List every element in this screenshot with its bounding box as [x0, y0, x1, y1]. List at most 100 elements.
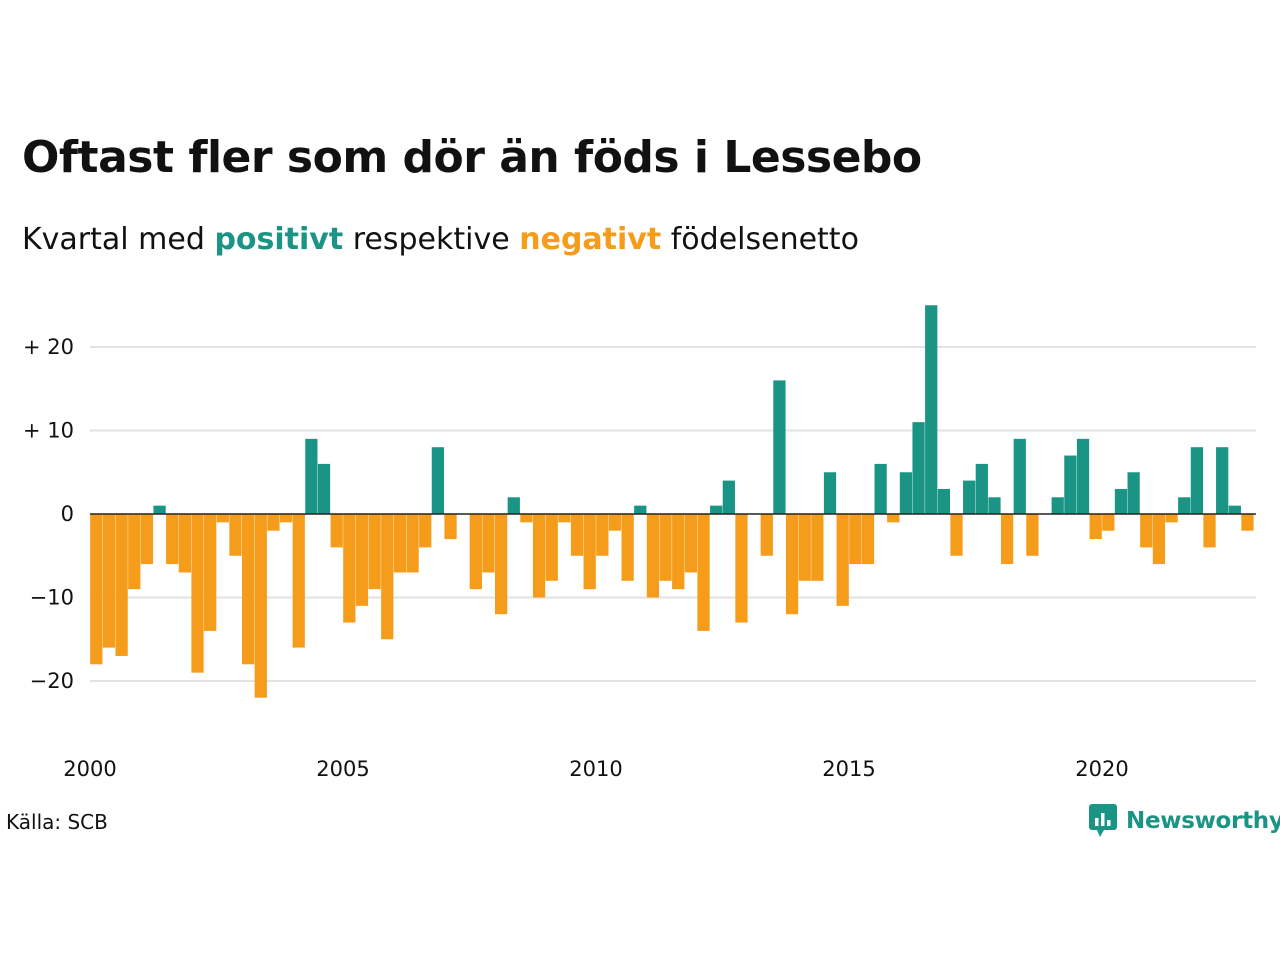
bar-negative	[444, 514, 457, 540]
subtitle-middle: respektive	[352, 222, 510, 257]
bar-negative	[608, 514, 622, 531]
bar-positive	[1076, 438, 1090, 514]
bar-positive	[1114, 488, 1128, 514]
bar-positive	[988, 497, 1001, 514]
bar-negative	[368, 514, 381, 590]
bar-negative	[393, 514, 407, 573]
bar-positive	[899, 472, 913, 514]
bar-negative	[355, 514, 369, 606]
bar-negative	[406, 514, 419, 573]
bar-negative	[1203, 514, 1216, 548]
chart-subtitle: Kvartal med positivt respektive negativt…	[22, 222, 859, 257]
x-tick-label: 2015	[822, 757, 875, 781]
bar-negative	[520, 514, 533, 523]
bar-positive	[1216, 447, 1229, 514]
bar-negative	[1102, 514, 1115, 531]
subtitle-prefix: Kvartal med	[22, 222, 205, 257]
bar-negative	[469, 514, 482, 590]
bar-positive	[1228, 505, 1241, 514]
bar-negative	[570, 514, 584, 556]
bar-negative	[267, 514, 280, 531]
bar-positive	[1051, 497, 1064, 514]
bar-negative	[672, 514, 685, 590]
brand-name: Newsworthy	[1126, 808, 1280, 834]
y-tick-label: + 20	[23, 335, 74, 359]
bar-positive	[1127, 472, 1140, 514]
y-tick-label: 0	[61, 502, 74, 526]
bar-negative	[229, 514, 242, 556]
bar-negative	[697, 514, 710, 631]
bar-positive	[1178, 497, 1191, 514]
bar-negative	[178, 514, 191, 573]
bar-negative	[482, 514, 495, 573]
bar-positive	[431, 447, 444, 514]
bar-negative	[242, 514, 255, 665]
bar-positive	[912, 422, 925, 514]
bar-positive	[1190, 447, 1203, 514]
bar-negative	[1026, 514, 1039, 556]
bar-negative	[1140, 514, 1153, 548]
bar-negative	[279, 514, 293, 523]
bar-negative	[646, 514, 660, 598]
bar-positive	[823, 472, 837, 514]
bar-negative	[1089, 514, 1102, 540]
bar-positive	[634, 505, 647, 514]
bar-negative	[760, 514, 773, 556]
bar-positive	[1013, 438, 1026, 514]
bar-negative	[343, 514, 356, 623]
bar-negative	[128, 514, 141, 590]
bar-negative	[1152, 514, 1166, 565]
bar-negative	[102, 514, 116, 648]
bar-positive	[963, 480, 976, 514]
bar-negative	[216, 514, 229, 523]
bar-negative	[811, 514, 824, 581]
bar-negative	[191, 514, 204, 673]
bar-negative	[596, 514, 609, 556]
bar-negative	[1241, 514, 1254, 531]
x-tick-label: 2005	[316, 757, 369, 781]
bar-negative	[950, 514, 963, 556]
subtitle-suffix: födelsenetto	[670, 222, 859, 257]
bar-negative	[558, 514, 571, 523]
bar-positive	[317, 463, 331, 514]
bar-negative	[166, 514, 179, 565]
bar-positive	[937, 488, 950, 514]
bar-negative	[292, 514, 305, 648]
bar-negative	[684, 514, 697, 573]
bar-positive	[710, 505, 723, 514]
bar-negative	[735, 514, 748, 623]
bar-positive	[975, 463, 988, 514]
bar-negative	[887, 514, 900, 523]
bar-positive	[507, 497, 520, 514]
bar-negative	[1165, 514, 1178, 523]
bar-chart: + 20 + 10 0 −10 −20 2000 2005 2010 2015 2020	[23, 305, 1256, 781]
bar-negative	[836, 514, 849, 606]
bar-positive	[153, 505, 166, 514]
bar-negative	[330, 514, 343, 548]
bar-positive	[1064, 455, 1077, 514]
bar-positive	[925, 305, 938, 514]
bar-negative	[849, 514, 862, 565]
y-tick-label: −20	[30, 669, 74, 693]
brand-logo: Newsworthy	[1088, 803, 1280, 839]
bar-negative	[254, 514, 267, 698]
chart-title: Oftast fler som dör än föds i Lessebo	[22, 132, 922, 183]
bar-negative	[1001, 514, 1014, 565]
bar-negative	[861, 514, 875, 565]
bar-positive	[874, 463, 887, 514]
bar-negative	[621, 514, 634, 581]
x-tick-label: 2000	[63, 757, 116, 781]
bar-negative	[798, 514, 811, 581]
bar-positive	[305, 438, 318, 514]
source-note: Källa: SCB	[6, 810, 108, 834]
bar-positive	[722, 480, 735, 514]
bar-negative	[419, 514, 432, 548]
bar-negative	[659, 514, 672, 581]
bar-negative	[785, 514, 799, 615]
bar-negative	[115, 514, 128, 656]
bar-negative	[495, 514, 508, 615]
x-tick-label: 2010	[569, 757, 622, 781]
bar-negative	[90, 514, 103, 665]
bar-negative	[545, 514, 558, 581]
y-tick-label: −10	[30, 586, 74, 610]
